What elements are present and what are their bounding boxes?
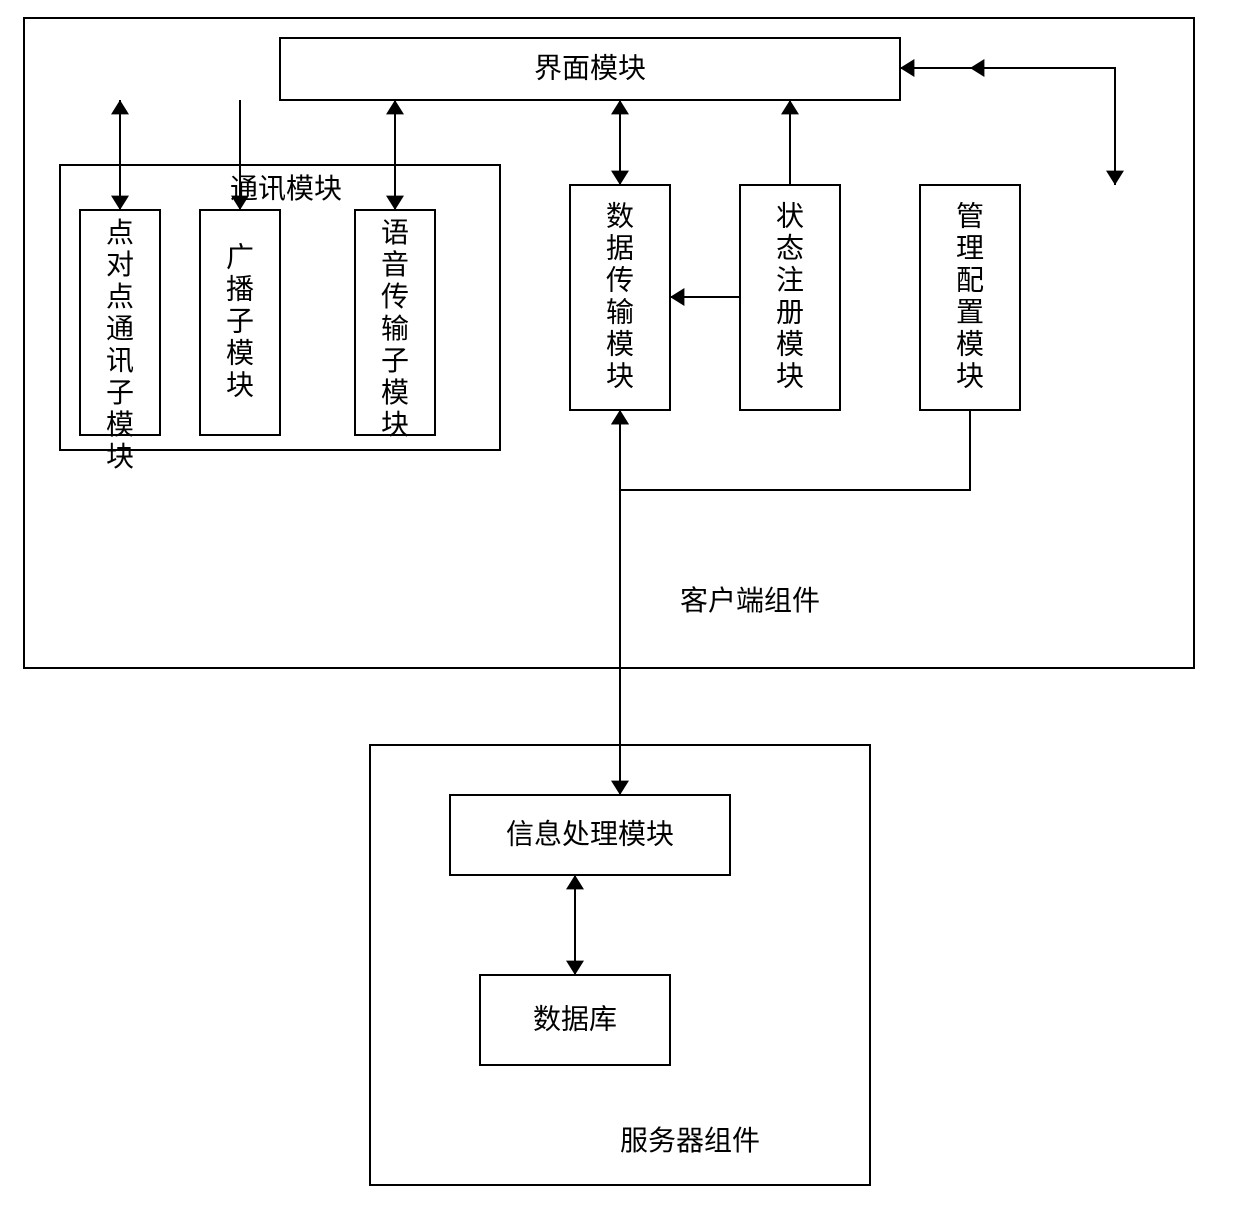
container-server-label: 服务器组件 — [620, 1125, 760, 1157]
node-status-label: 状态注册模块 — [776, 200, 804, 392]
container-comm-label: 通讯模块 — [230, 173, 342, 205]
node-data-label: 数据传输模块 — [606, 200, 634, 392]
node-config-label: 管理配置模块 — [956, 200, 984, 392]
diagram-canvas: 界面模块点对点通讯子模块 广播子模块 语音传输子模块 数据传输模块 状态注册模块 管理配置… — [0, 0, 1240, 1222]
node-voice-label: 语音传输子模块 — [381, 218, 409, 441]
node-p2p-label: 点对点通讯子模块 — [106, 218, 134, 473]
node-info-label: 信息处理模块 — [506, 819, 674, 851]
node-db-label: 数据库 — [533, 1004, 617, 1036]
container-client-label: 客户端组件 — [680, 585, 820, 617]
node-broadcast-label: 广播子模块 — [226, 241, 254, 401]
node-ui-label: 界面模块 — [534, 53, 646, 85]
